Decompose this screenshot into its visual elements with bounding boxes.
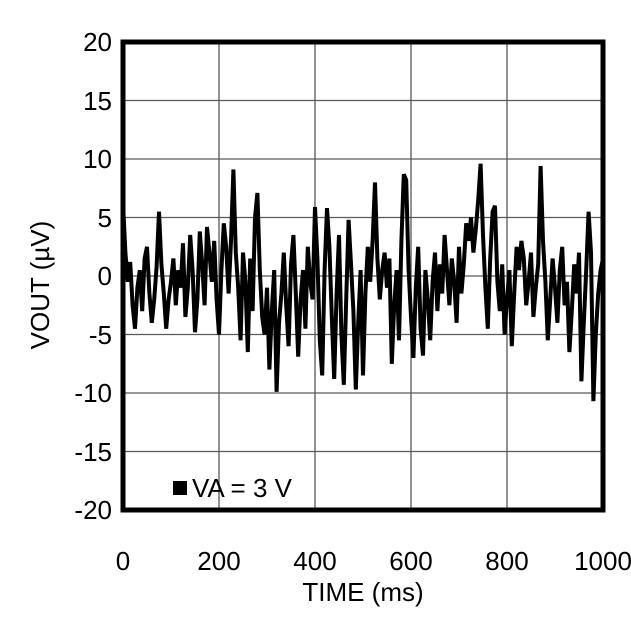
x-tick-label: 400 — [293, 546, 337, 576]
y-tick-label: -5 — [88, 319, 112, 350]
x-tick-label: 800 — [485, 546, 529, 576]
filled-square-icon — [173, 481, 187, 495]
plot-border — [120, 39, 606, 513]
x-tick-label: 1000 — [574, 546, 631, 576]
x-tick-label: 0 — [115, 546, 131, 576]
legend-label: VA = 3 V — [192, 473, 292, 503]
noise-trace-line — [121, 163, 605, 402]
noise-trace — [121, 163, 605, 402]
y-tick-label: 10 — [83, 144, 112, 174]
legend: VA = 3 V — [173, 474, 292, 502]
x-tick-label: 600 — [389, 546, 433, 576]
y-tick-label: 5 — [97, 202, 112, 233]
x-axis-title: TIME (ms) — [302, 577, 424, 607]
y-tick-label: -10 — [74, 378, 112, 408]
plot-frame — [120, 39, 606, 513]
y-tick-label: 0 — [97, 261, 112, 291]
y-tick-label: -20 — [74, 495, 112, 525]
y-tick-label: 20 — [83, 27, 112, 57]
x-tick-label: 200 — [197, 546, 241, 576]
y-tick-label: 15 — [83, 85, 112, 116]
y-tick-label: -15 — [74, 436, 112, 467]
